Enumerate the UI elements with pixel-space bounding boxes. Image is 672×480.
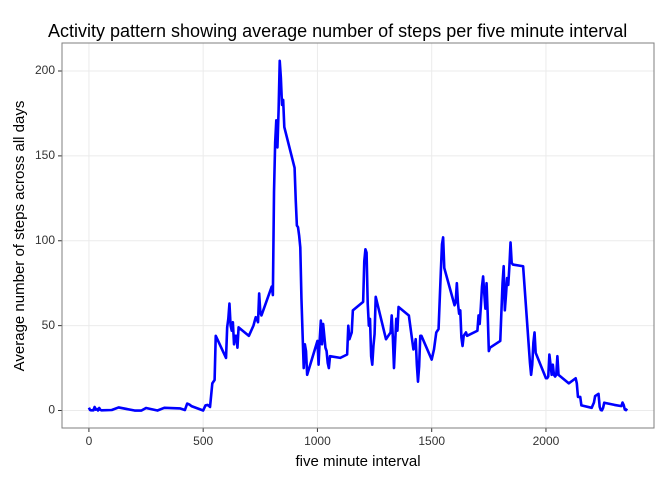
x-tick-label: 2000 <box>533 434 560 448</box>
y-tick-label: 100 <box>35 233 55 247</box>
line <box>87 59 629 412</box>
x-tick-label: 1500 <box>418 434 445 448</box>
x-axis-label: five minute interval <box>295 453 420 470</box>
y-tick-label: 0 <box>48 403 55 417</box>
plot-panel <box>62 43 654 428</box>
x-tick-label: 500 <box>193 434 213 448</box>
y-axis-label: Average number of steps across all days <box>11 101 28 372</box>
y-tick-label: 150 <box>35 148 55 162</box>
y-tick-label: 200 <box>35 63 55 77</box>
y-tick-label: 50 <box>42 318 56 332</box>
x-tick-label: 0 <box>86 434 93 448</box>
plot-border <box>61 42 655 429</box>
chart-title: Activity pattern showing average number … <box>48 21 627 41</box>
x-tick-label: 1000 <box>304 434 331 448</box>
